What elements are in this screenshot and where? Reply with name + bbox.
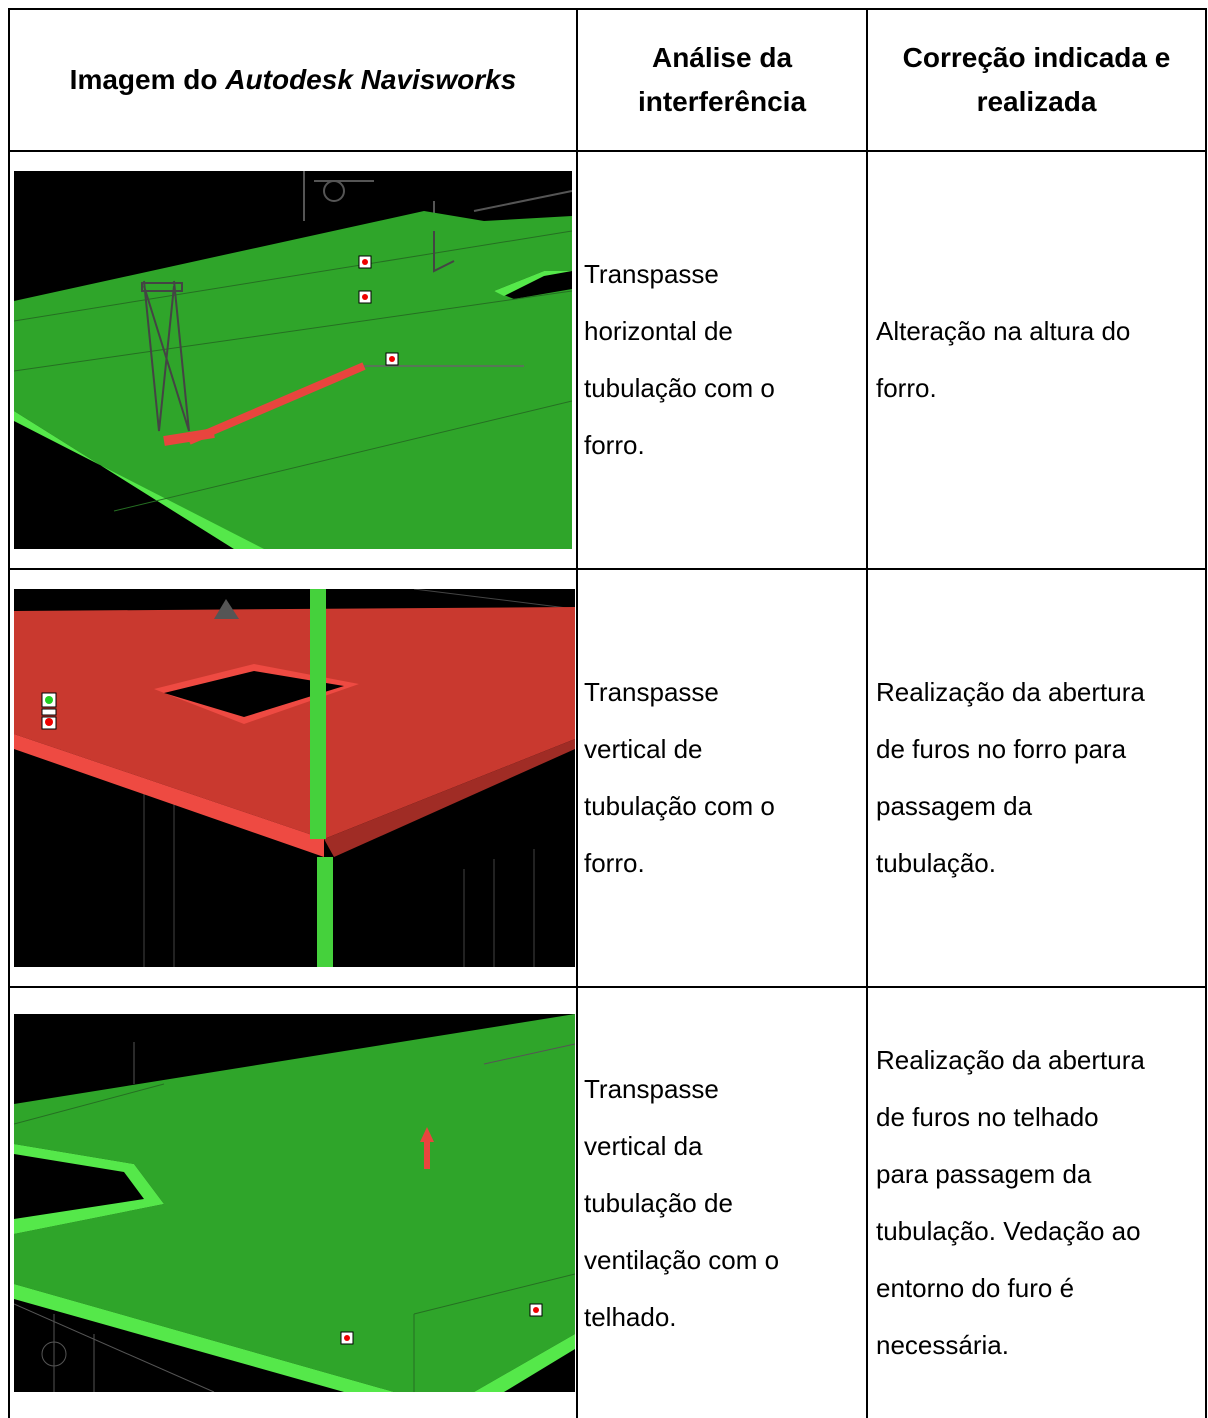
text-line: vertical de (584, 734, 703, 764)
text-line: forro. (584, 430, 645, 460)
text-line: Realização da abertura (876, 1045, 1145, 1075)
text-line: tubulação com o (584, 373, 775, 403)
text-line: Transpasse (584, 259, 719, 289)
header-text: Imagem do (69, 64, 218, 95)
analysis-cell: Transpasse vertical de tubulação com o forr… (576, 568, 868, 988)
text-line: Realização da abertura (876, 677, 1145, 707)
table-row: Transpasse horizontal de tubulação com o fo… (8, 150, 1207, 570)
text-line: Transpasse (584, 677, 719, 707)
text-line: realizada (976, 86, 1097, 117)
text-line: Alteração na altura do (876, 316, 1131, 346)
header-cell: Análise da interferência (576, 8, 868, 152)
text-line: vertical da (584, 1130, 703, 1161)
text-line: tubulação de (584, 1187, 733, 1218)
text-line: forro. (876, 373, 937, 403)
table-row: Transpasse vertical de tubulação com o forr… (8, 568, 1207, 988)
navisworks-image (14, 589, 575, 967)
text-line: passagem da (876, 791, 1033, 821)
text-line: para passagem da (876, 1159, 1092, 1189)
text-line: forro. (584, 848, 645, 878)
navisworks-image (14, 1014, 575, 1392)
correction-cell: Realização da abertura de furos no telhad… (866, 986, 1207, 1418)
header-italic: Autodesk Navisworks (225, 64, 517, 95)
text-line: interferência (637, 86, 807, 117)
navisworks-image (14, 171, 572, 549)
analysis-cell: Transpasse horizontal de tubulação com o fo… (576, 150, 868, 570)
text-line: Análise da (651, 42, 793, 73)
image-cell (8, 986, 578, 1418)
text-line: tubulação com o (584, 791, 775, 821)
text-line: ventilação com o (584, 1244, 780, 1275)
text-line: horizontal de (584, 316, 733, 346)
header-row: Imagem do Autodesk Navisworks Análise da i… (8, 8, 1207, 152)
text-line: tubulação. Vedação ao (876, 1216, 1141, 1246)
text-line: tubulação. (876, 848, 996, 878)
header-cell: Imagem do Autodesk Navisworks (8, 8, 578, 152)
correction-cell: Realização da abertura de furos no forro … (866, 568, 1207, 988)
text-line: entorno do furo é (876, 1273, 1075, 1303)
text-line: telhado. (584, 1301, 677, 1332)
image-cell (8, 150, 578, 570)
header-cell: Correção indicada e realizada (866, 8, 1207, 152)
correction-cell: Alteração na altura do forro. (866, 150, 1207, 570)
text-line: Correção indicada e (902, 42, 1171, 73)
text-line: Transpasse (584, 1073, 719, 1104)
text-line: de furos no telhado (876, 1102, 1099, 1132)
text-line: necessária. (876, 1330, 1009, 1360)
text-line: de furos no forro para (876, 734, 1127, 764)
interference-table: Imagem do Autodesk Navisworks Análise da i… (8, 8, 1207, 1418)
analysis-cell: Transpasse vertical da tubulação de ventila… (576, 986, 868, 1418)
image-cell (8, 568, 578, 988)
table-row: Transpasse vertical da tubulação de ventila… (8, 986, 1207, 1418)
